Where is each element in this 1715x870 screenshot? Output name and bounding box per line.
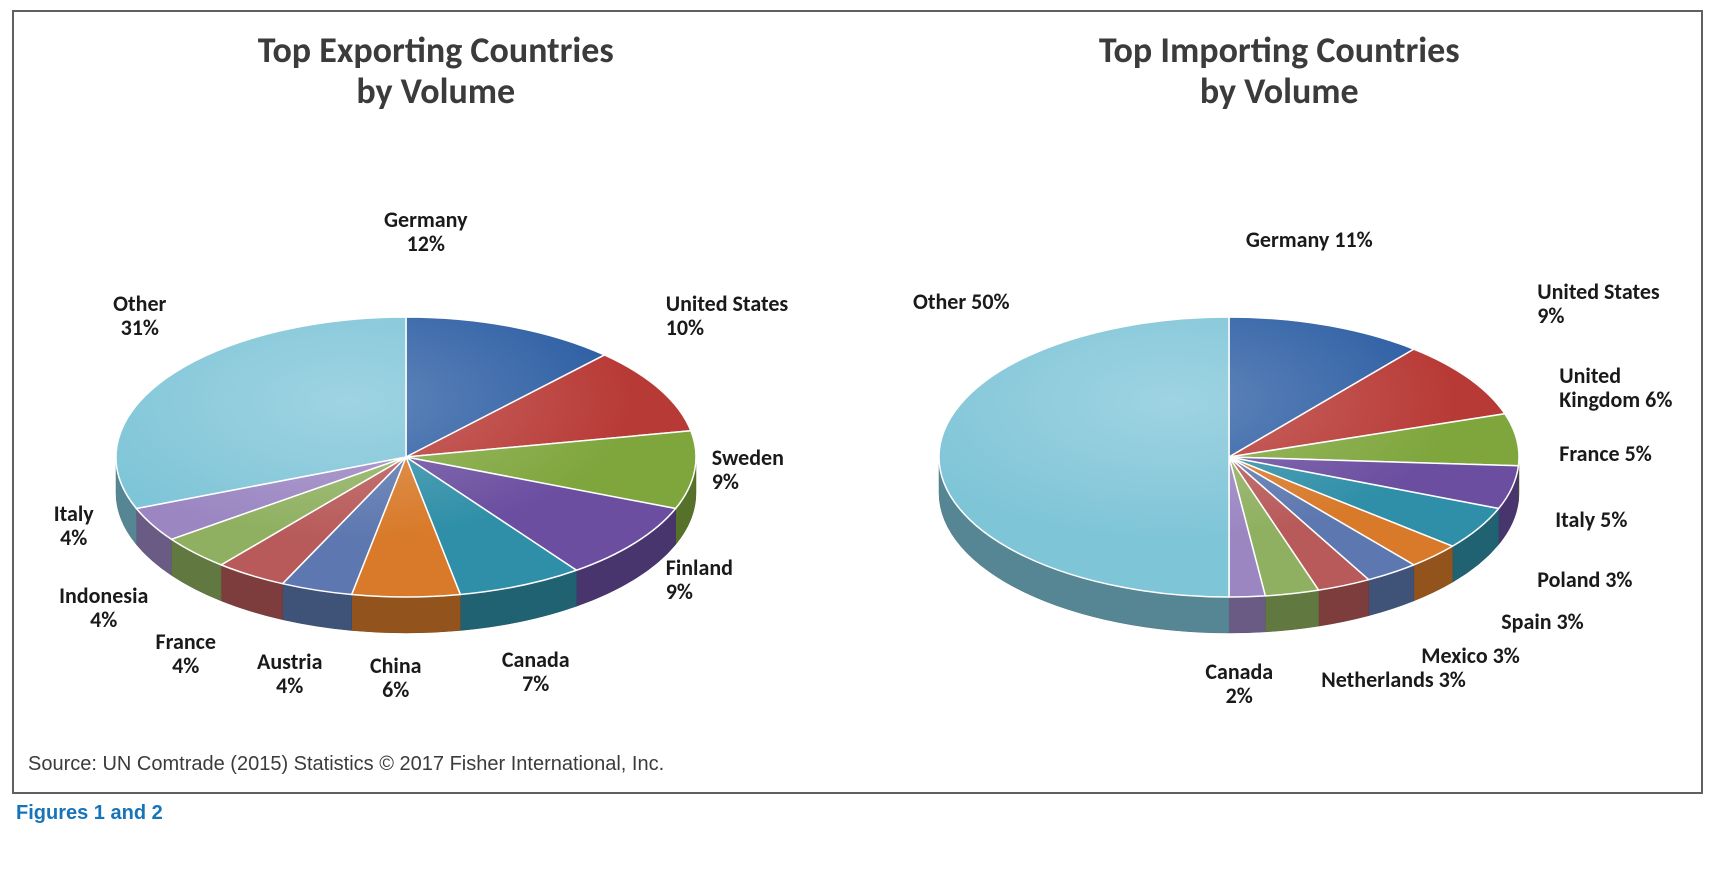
pie-slice-label: Indonesia4% — [0, 584, 224, 633]
figure-frame: Top Exporting Countriesby Volume Germany… — [0, 0, 1715, 831]
pie-slice-label: Sweden9% — [712, 446, 784, 495]
chart-exporting-pie: Germany12% United States10% Sweden9% Finlan… — [26, 127, 846, 747]
pie-slice-label: UnitedKingdom 6% — [1559, 364, 1672, 413]
pie-slice-label: Germany 11% — [1189, 228, 1429, 253]
pie-slice-label: France 5% — [1559, 442, 1652, 467]
pie-slice-label: France4% — [66, 630, 306, 679]
source-line: Source: UN Comtrade (2015) Statistics © … — [14, 747, 1701, 782]
figure-panel: Top Exporting Countriesby Volume Germany… — [12, 10, 1703, 794]
pie-slice-label: Poland 3% — [1537, 568, 1632, 593]
chart-exporting: Top Exporting Countriesby Volume Germany… — [14, 30, 858, 747]
pie-slice-label: Spain 3% — [1501, 610, 1583, 635]
pie-slice-label: Other31% — [20, 292, 260, 341]
chart-importing: Top Importing Countriesby Volume Germany… — [858, 30, 1702, 747]
charts-row: Top Exporting Countriesby Volume Germany… — [14, 12, 1701, 747]
chart-exporting-title: Top Exporting Countriesby Volume — [258, 30, 614, 113]
pie-slice-label: United States10% — [666, 292, 788, 341]
pie-slice-label: Germany12% — [306, 208, 546, 257]
pie-slice-label: Canada2% — [1119, 660, 1359, 709]
pie-slice-label: Mexico 3% — [1421, 644, 1520, 669]
chart-importing-title: Top Importing Countriesby Volume — [1099, 30, 1460, 113]
pie-slice-label: Finland9% — [666, 556, 733, 605]
chart-importing-pie: Germany 11% United States9% UnitedKingdom … — [869, 127, 1689, 747]
pie-slice-label: Italy 5% — [1555, 508, 1627, 533]
pie-slice-label: United States9% — [1537, 280, 1659, 329]
pie-slice-label: Other 50% — [841, 290, 1081, 315]
figure-caption: Figures 1 and 2 — [12, 794, 1703, 825]
pie-slice-label: Italy4% — [0, 502, 194, 551]
